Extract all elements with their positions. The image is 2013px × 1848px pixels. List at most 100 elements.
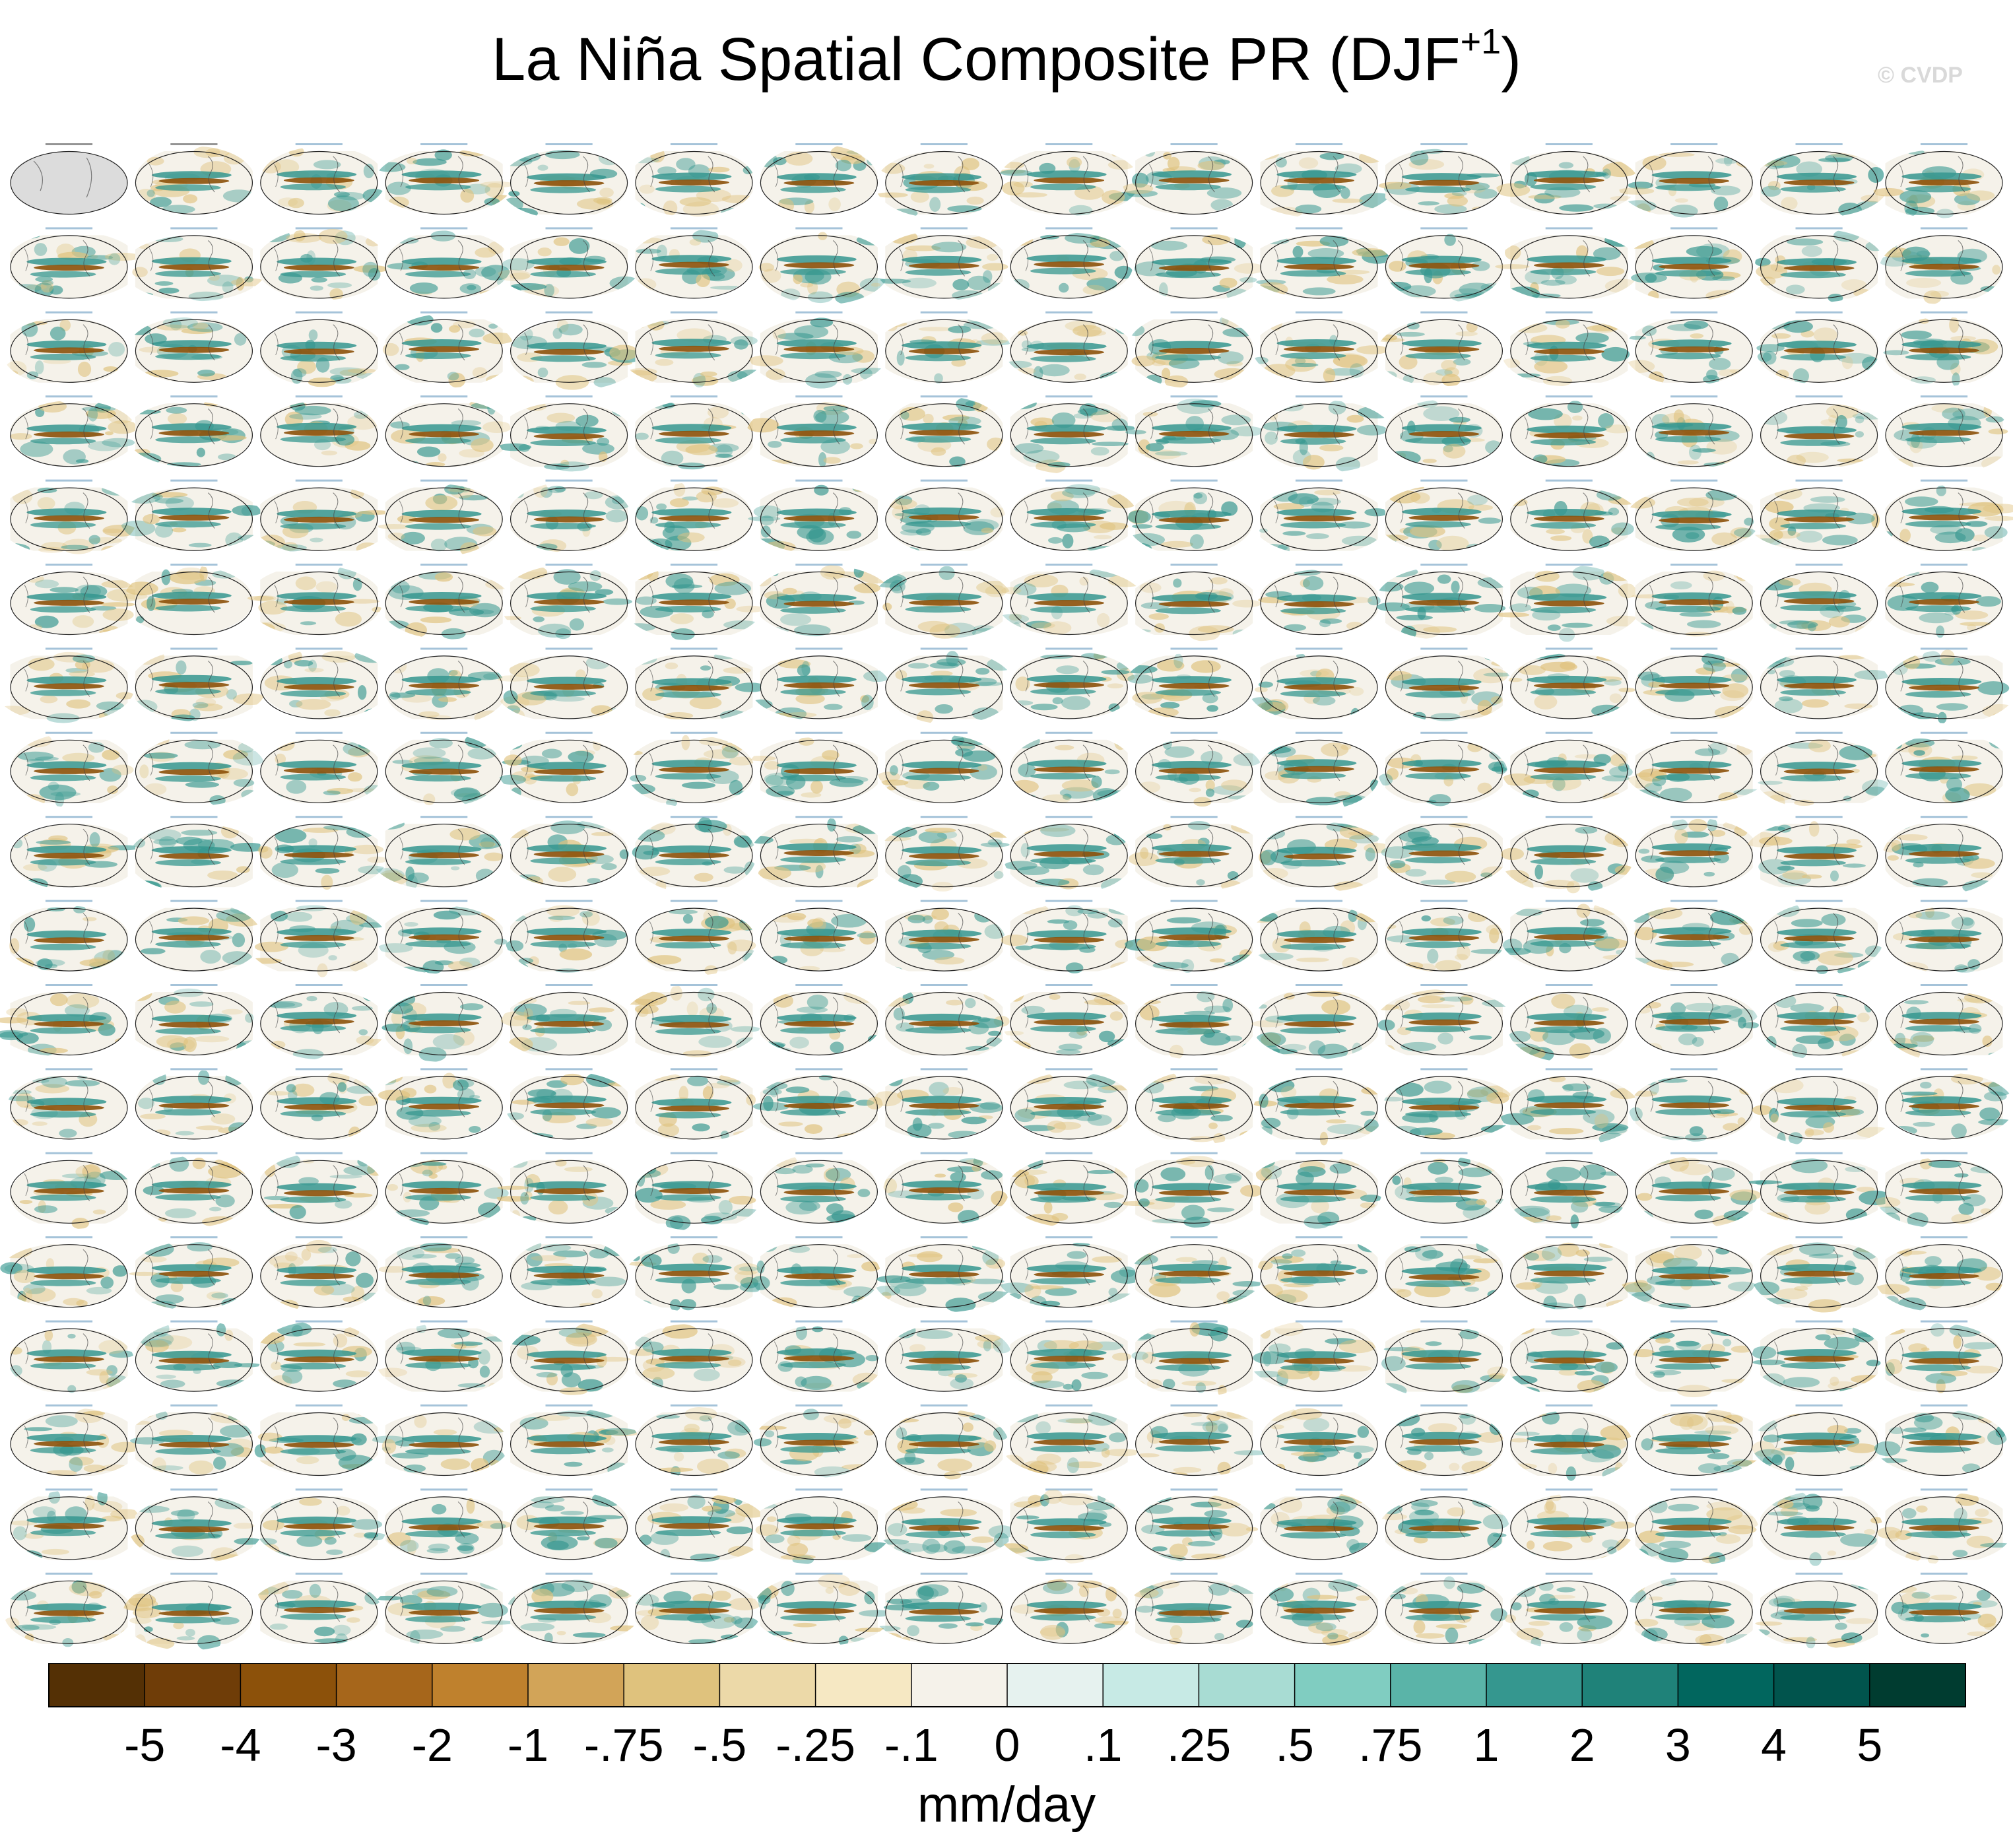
map-panel <box>1381 816 1509 888</box>
panel-border <box>1385 487 1503 551</box>
coastline <box>1333 576 1340 613</box>
dry-tongue <box>409 852 480 859</box>
panel-label-line <box>170 984 218 986</box>
dry-anomaly-patch <box>889 457 909 469</box>
panel-border <box>635 403 753 467</box>
dry-anomaly-patch <box>496 269 531 281</box>
map-panel <box>1624 479 1760 552</box>
map-panel <box>760 143 878 215</box>
dry-tongue <box>1783 433 1855 440</box>
wet-anomaly-patch <box>1901 330 1932 340</box>
wet-band <box>151 1014 232 1023</box>
panel-map-area <box>247 905 388 977</box>
panel-border <box>1510 403 1628 467</box>
dry-anomaly-patch <box>1435 960 1462 972</box>
dry-anomaly-patch <box>1846 839 1861 845</box>
wet-anomaly-patch <box>902 277 937 288</box>
wet-anomaly-patch <box>1206 187 1242 199</box>
wet-anomaly-patch <box>510 787 521 799</box>
panel-map-area <box>1127 487 1253 556</box>
panel-border <box>1885 824 2003 888</box>
dry-anomaly-patch <box>1212 1133 1226 1144</box>
wet-anomaly-patch <box>1605 320 1639 325</box>
wet-anomaly-patch <box>897 546 920 554</box>
wet-band <box>1527 760 1607 769</box>
dry-anomaly-patch <box>987 253 999 261</box>
coastline <box>832 324 840 361</box>
wet-anomaly-patch <box>1176 398 1214 414</box>
wet-band <box>902 761 982 770</box>
panel-map-area <box>1124 908 1257 974</box>
wet-band <box>1276 424 1357 433</box>
wet-anomaly-patch <box>1132 172 1149 188</box>
dry-anomaly-patch <box>1718 369 1738 377</box>
panel-border <box>1135 908 1253 972</box>
wet-anomaly-patch <box>1892 570 1920 576</box>
wet-anomaly-patch <box>1206 705 1218 712</box>
coastline <box>1707 408 1715 445</box>
dry-anomaly-patch <box>372 327 383 335</box>
panel-border <box>1760 571 1878 636</box>
wet-anomaly-patch <box>34 243 48 256</box>
wet-anomaly-patch <box>1478 517 1502 524</box>
dry-anomaly-patch <box>783 712 817 718</box>
dry-anomaly-patch <box>247 595 274 601</box>
dry-tongue <box>283 516 354 523</box>
dry-anomaly-patch <box>1610 753 1627 767</box>
dry-tongue <box>283 852 354 858</box>
wet-anomaly-patch <box>189 1001 214 1007</box>
wet-anomaly-patch <box>1713 196 1729 211</box>
coastline <box>1524 500 1529 523</box>
dry-tongue <box>908 430 979 436</box>
dry-anomaly-patch <box>1226 361 1243 367</box>
coastline <box>1149 1005 1154 1028</box>
wet-anomaly-patch <box>612 496 625 505</box>
map-panel <box>380 564 513 640</box>
coastline <box>24 669 28 692</box>
panel-map-area <box>1251 989 1382 1060</box>
coastline <box>1899 248 1903 271</box>
wet-band <box>1405 521 1471 528</box>
dry-anomaly-patch <box>1473 667 1508 684</box>
wet-band <box>401 170 482 179</box>
dry-anomaly-patch <box>1752 1105 1773 1115</box>
wet-band <box>1777 426 1857 434</box>
wet-anomaly-patch <box>75 459 89 463</box>
wet-anomaly-patch <box>1423 406 1460 421</box>
wet-band <box>1901 341 1982 348</box>
wet-anomaly-patch <box>1449 416 1470 423</box>
wet-anomaly-patch <box>1655 867 1674 882</box>
dry-anomaly-patch <box>1065 321 1096 331</box>
dry-anomaly-patch <box>23 863 48 871</box>
panel-label-line <box>1045 1068 1093 1071</box>
wet-anomaly-patch <box>1921 581 1939 593</box>
coastline <box>1333 913 1340 949</box>
coastline <box>148 669 154 692</box>
wet-anomaly-patch <box>1421 915 1432 922</box>
wet-anomaly-patch <box>327 282 352 288</box>
dry-tongue <box>659 515 729 521</box>
coastline <box>1833 492 1840 529</box>
coastline <box>1457 913 1465 949</box>
wet-anomaly-patch <box>1312 696 1336 706</box>
coastline <box>1524 1089 1529 1112</box>
wet-anomaly-patch <box>922 915 933 924</box>
wet-anomaly-patch <box>1302 576 1324 591</box>
panel-label-line <box>1295 647 1343 650</box>
panel-border <box>1510 235 1628 299</box>
dry-anomaly-patch <box>1500 847 1525 861</box>
panel-map-area <box>1249 905 1385 972</box>
panel-map-area <box>247 565 383 637</box>
coastline <box>708 744 715 781</box>
dry-anomaly-patch <box>733 1131 764 1138</box>
wet-anomaly-patch <box>1396 614 1433 620</box>
wet-anomaly-patch <box>1368 905 1383 916</box>
dry-tongue <box>1533 934 1604 940</box>
wet-anomaly-patch <box>1406 322 1420 330</box>
map-panel <box>1758 564 1878 640</box>
map-panel <box>1629 1068 1756 1142</box>
dry-anomaly-patch <box>804 1124 823 1134</box>
wet-band <box>905 859 972 867</box>
wet-anomaly-patch <box>1727 1008 1758 1022</box>
dry-tongue <box>409 264 480 271</box>
